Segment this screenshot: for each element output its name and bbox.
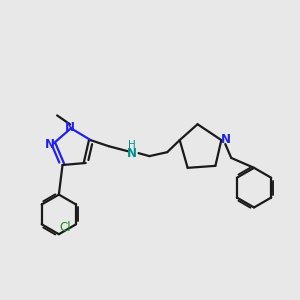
Text: N: N <box>221 133 231 146</box>
Text: Cl: Cl <box>59 221 71 234</box>
Text: N: N <box>44 138 55 151</box>
Text: H: H <box>128 140 136 150</box>
Text: N: N <box>127 147 136 160</box>
Text: N: N <box>65 121 75 134</box>
